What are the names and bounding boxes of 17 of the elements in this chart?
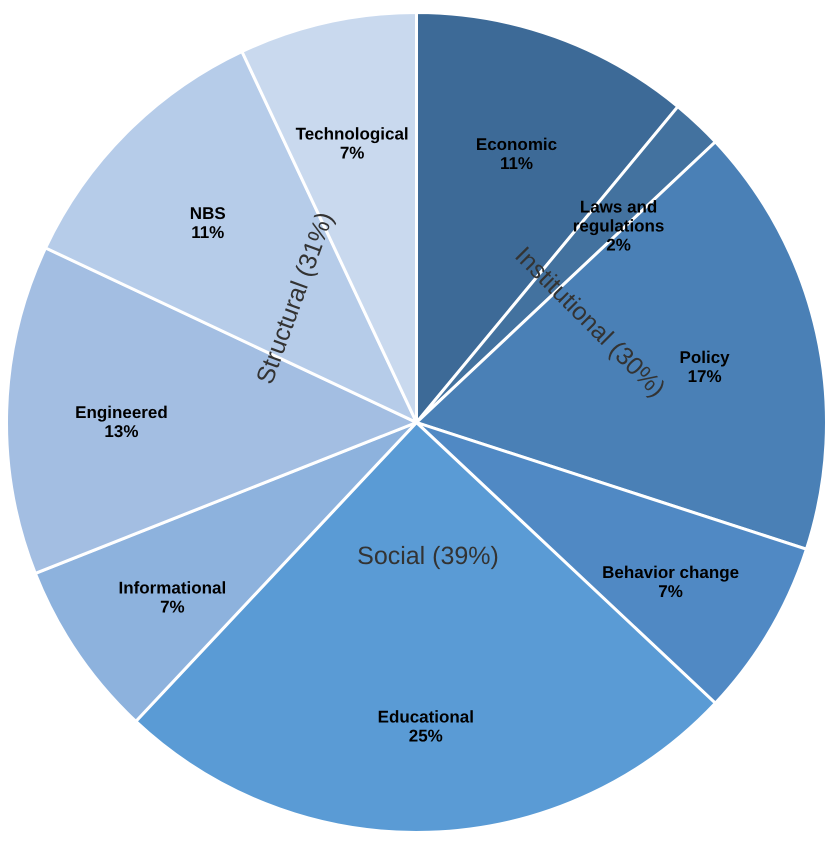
data-label: 17% — [688, 367, 722, 386]
data-label: 7% — [340, 143, 364, 162]
slice-label: Educational — [378, 708, 474, 727]
data-label: 11% — [500, 154, 534, 173]
slice-label: NBS — [190, 204, 226, 223]
slice-label: Behavior change — [602, 562, 740, 582]
data-label: 25% — [408, 726, 443, 746]
text: Social (39%) — [357, 542, 499, 570]
slice-label: Informational — [118, 578, 226, 598]
data-label: 13% — [104, 422, 138, 442]
slice-label: Policy — [680, 348, 730, 368]
slice-label: Economic — [476, 134, 558, 154]
slice-label: Engineered — [75, 403, 168, 422]
data-label: 7% — [658, 582, 683, 601]
slice-label: Technological — [296, 124, 409, 144]
data-label: 7% — [160, 597, 185, 616]
data-label: 11% — [191, 222, 224, 242]
